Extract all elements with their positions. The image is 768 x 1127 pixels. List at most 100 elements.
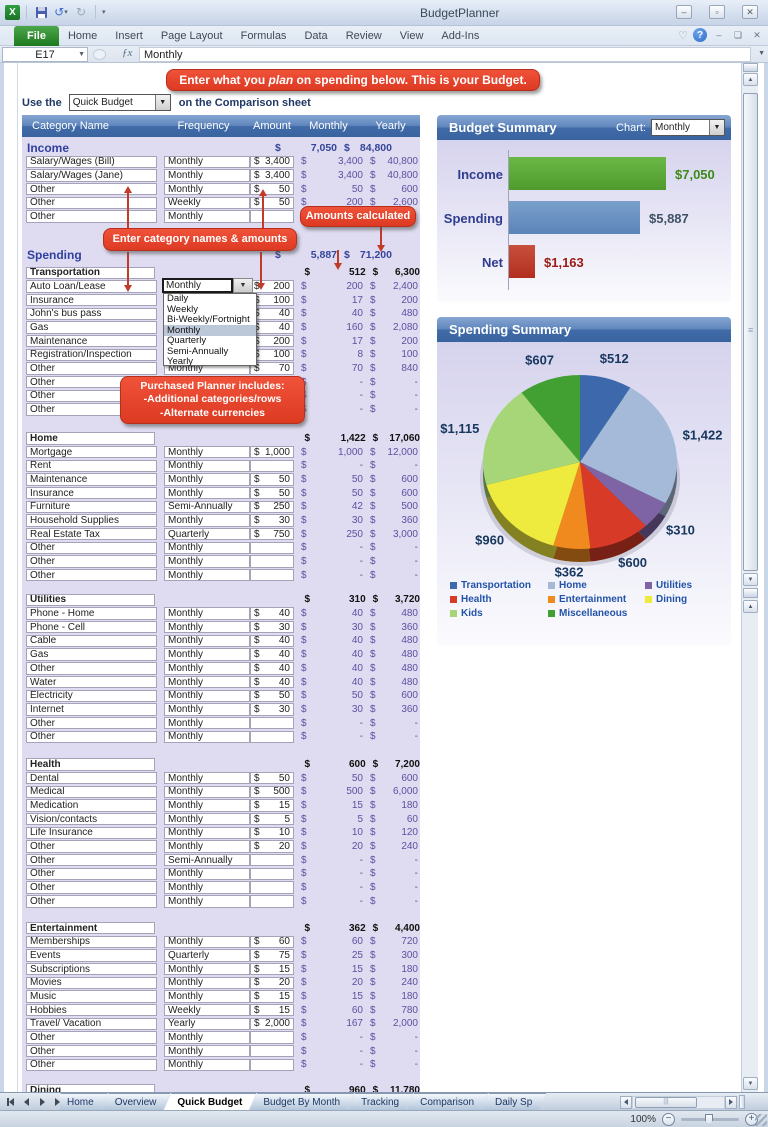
- category-cell[interactable]: Phone - Home: [26, 607, 157, 620]
- scroll-up-button[interactable]: ▲: [743, 600, 758, 613]
- frequency-cell[interactable]: Monthly: [164, 730, 250, 743]
- amount-cell[interactable]: [250, 895, 294, 908]
- amount-cell[interactable]: $50: [250, 196, 294, 210]
- category-cell[interactable]: Other: [26, 210, 157, 223]
- category-cell[interactable]: Other: [26, 730, 157, 743]
- amount-cell[interactable]: [250, 1031, 294, 1044]
- close-button[interactable]: ✕: [742, 5, 758, 19]
- zoom-slider[interactable]: [681, 1113, 739, 1125]
- vertical-scrollbar[interactable]: ▲ ▼ ▲ ▼: [741, 63, 758, 1092]
- category-cell[interactable]: Other: [26, 1045, 157, 1058]
- amount-cell[interactable]: $1,000: [250, 445, 294, 459]
- horizontal-scrollbar[interactable]: [632, 1095, 725, 1109]
- amount-cell[interactable]: [250, 459, 294, 472]
- category-cell[interactable]: Other: [26, 854, 157, 867]
- frequency-cell[interactable]: Monthly: [164, 1045, 250, 1058]
- scrollbar-thumb[interactable]: [635, 1096, 697, 1108]
- frequency-cell[interactable]: Monthly: [164, 826, 250, 840]
- category-cell[interactable]: Hobbies: [26, 1003, 157, 1017]
- frequency-cell[interactable]: Monthly: [164, 648, 250, 661]
- split-handle[interactable]: [743, 63, 758, 72]
- frequency-cell[interactable]: Monthly: [164, 607, 250, 620]
- minimize-button[interactable]: –: [676, 5, 692, 19]
- frequency-cell[interactable]: Monthly: [164, 486, 250, 500]
- amount-cell[interactable]: $60: [250, 935, 294, 948]
- name-box[interactable]: E17 ▼: [2, 47, 88, 62]
- amount-cell[interactable]: $50: [250, 473, 294, 486]
- amount-cell[interactable]: $3,400: [250, 155, 294, 169]
- frequency-cell[interactable]: Monthly: [164, 662, 250, 675]
- dropdown-option[interactable]: Quarterly: [167, 335, 207, 347]
- amount-cell[interactable]: [250, 569, 294, 582]
- category-cell[interactable]: Dental: [26, 771, 157, 785]
- frequency-cell[interactable]: Monthly: [164, 1031, 250, 1044]
- scrollbar-thumb[interactable]: [743, 93, 758, 571]
- amount-cell[interactable]: $75: [250, 949, 294, 962]
- category-cell[interactable]: Electricity: [26, 689, 157, 702]
- category-cell[interactable]: Vision/contacts: [26, 813, 157, 826]
- frequency-cell[interactable]: Monthly: [164, 541, 250, 555]
- scroll-down-button[interactable]: ▼: [743, 1077, 758, 1090]
- sheet-tab-overview[interactable]: Overview: [101, 1093, 171, 1111]
- excel-app-icon[interactable]: X: [5, 4, 20, 20]
- amount-cell[interactable]: $20: [250, 840, 294, 853]
- category-cell[interactable]: Other: [26, 867, 157, 881]
- category-cell[interactable]: Other: [26, 895, 157, 908]
- category-cell[interactable]: Entertainment: [26, 921, 156, 935]
- amount-cell[interactable]: $50: [250, 486, 294, 500]
- frequency-cell[interactable]: Monthly: [164, 169, 250, 182]
- amount-cell[interactable]: $500: [250, 785, 294, 799]
- ribbon-tab-view[interactable]: View: [399, 30, 424, 42]
- category-cell[interactable]: Cable: [26, 634, 157, 648]
- category-cell[interactable]: Home: [26, 432, 156, 445]
- frequency-cell[interactable]: Monthly: [164, 990, 250, 1003]
- dropdown-option[interactable]: Daily: [167, 293, 189, 305]
- dropdown-option[interactable]: Yearly: [167, 356, 194, 368]
- category-cell[interactable]: Medication: [26, 799, 157, 812]
- frequency-cell[interactable]: Monthly: [164, 634, 250, 648]
- amount-cell[interactable]: $30: [250, 621, 294, 634]
- amount-cell[interactable]: [250, 555, 294, 568]
- zoom-out-button[interactable]: −: [662, 1112, 675, 1126]
- amount-cell[interactable]: $50: [250, 183, 294, 196]
- amount-cell[interactable]: $30: [250, 703, 294, 716]
- frequency-cell[interactable]: Monthly: [164, 716, 250, 730]
- amount-cell[interactable]: [250, 716, 294, 730]
- category-cell[interactable]: Registration/Inspection: [26, 348, 157, 362]
- split-handle[interactable]: [743, 588, 758, 598]
- amount-cell[interactable]: $15: [250, 990, 294, 1003]
- category-cell[interactable]: Maintenance: [26, 473, 157, 486]
- frequency-cell[interactable]: Monthly: [164, 881, 250, 894]
- amount-cell[interactable]: $40: [250, 675, 294, 689]
- chart-period-dropdown[interactable]: Monthly ▼: [651, 119, 725, 136]
- category-cell[interactable]: Maintenance: [26, 335, 157, 348]
- frequency-cell[interactable]: Monthly: [164, 621, 250, 634]
- category-cell[interactable]: Dining: [26, 1084, 156, 1092]
- frequency-cell[interactable]: Yearly: [164, 1017, 250, 1031]
- frequency-cell[interactable]: Monthly: [164, 675, 250, 689]
- frequency-cell[interactable]: Monthly: [164, 555, 250, 568]
- category-cell[interactable]: Music: [26, 990, 157, 1003]
- category-cell[interactable]: Other: [26, 541, 157, 555]
- ribbon-tab-insert[interactable]: Insert: [115, 30, 143, 42]
- category-cell[interactable]: Memberships: [26, 935, 157, 948]
- frequency-cell[interactable]: Monthly: [164, 703, 250, 716]
- category-cell[interactable]: Insurance: [26, 293, 157, 307]
- scroll-down-button[interactable]: ▼: [743, 573, 758, 586]
- category-cell[interactable]: Life Insurance: [26, 826, 157, 840]
- category-cell[interactable]: Other: [26, 555, 157, 568]
- category-cell[interactable]: Insurance: [26, 486, 157, 500]
- amount-cell[interactable]: $750: [250, 527, 294, 541]
- amount-cell[interactable]: $50: [250, 689, 294, 702]
- frequency-cell[interactable]: Quarterly: [164, 949, 250, 962]
- amount-cell[interactable]: [250, 881, 294, 894]
- category-cell[interactable]: Other: [26, 1058, 157, 1072]
- amount-cell[interactable]: [250, 854, 294, 867]
- frequency-cell[interactable]: Monthly: [164, 962, 250, 976]
- category-cell[interactable]: Health: [26, 758, 156, 771]
- amount-cell[interactable]: $2,000: [250, 1017, 294, 1031]
- active-cell-frequency[interactable]: Monthly: [162, 277, 233, 293]
- dropdown-option[interactable]: Semi-Annually: [167, 346, 229, 357]
- frequency-cell[interactable]: Monthly: [164, 155, 250, 169]
- frequency-cell[interactable]: Monthly: [164, 813, 250, 826]
